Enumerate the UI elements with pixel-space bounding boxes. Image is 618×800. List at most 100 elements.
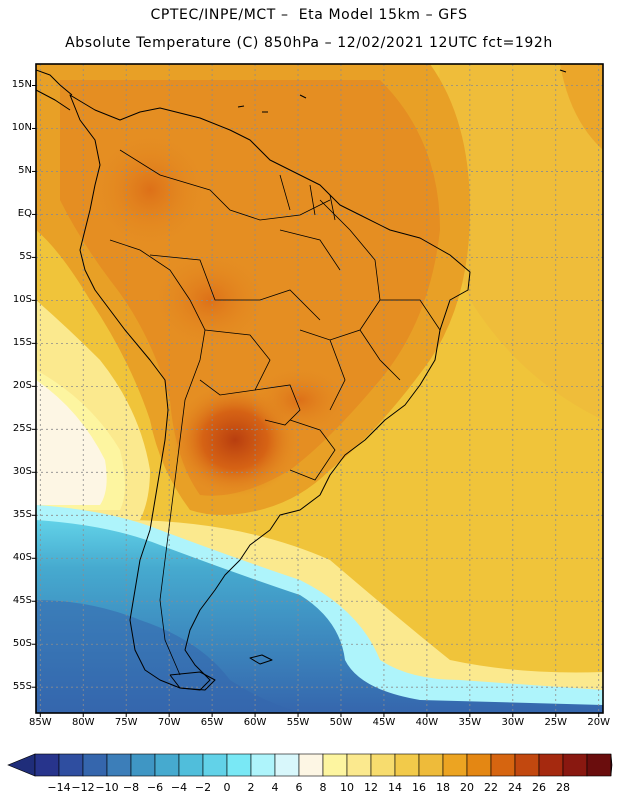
border-andes-west (109, 239, 206, 676)
colorbar-label: 6 (295, 781, 303, 794)
lat-tick-label: 55S (12, 681, 32, 693)
colorbar-swatch (58, 753, 84, 777)
colorbar-label: 2 (247, 781, 255, 794)
border-peru-brazil (149, 254, 321, 321)
lon-tick-label: 55W (286, 717, 310, 728)
lon-tick-label: 65W (200, 717, 224, 728)
colorbar-over-arrow (610, 753, 613, 777)
colorbar-swatch (586, 753, 612, 777)
colorbar-swatch (106, 753, 132, 777)
colorbar-label: −2 (194, 781, 212, 794)
lat-tick-label: 45S (12, 595, 32, 607)
graticule (36, 64, 603, 713)
lat-tick-label: 30S (12, 466, 32, 478)
lat-tick-label: 20S (12, 380, 32, 392)
colorbar-label: 4 (271, 781, 279, 794)
axis-ticks (32, 84, 600, 717)
lon-tick-label: 60W (243, 717, 267, 728)
colorbar-swatch (466, 753, 492, 777)
border-brazil-states (279, 199, 441, 411)
colorbar-under-arrow (7, 753, 36, 777)
lat-tick-label: 35S (12, 509, 32, 521)
falkland-islands (249, 654, 273, 665)
colorbar-swatch (490, 753, 516, 777)
colorbar-swatch (226, 753, 252, 777)
colorbar-label: −12 (71, 781, 95, 794)
lon-tick-label: 25W (544, 717, 568, 728)
lat-tick-label: 25S (12, 423, 32, 435)
colorbar-swatch (154, 753, 180, 777)
border-colombia-venezuela (119, 149, 331, 221)
colorbar-label: −6 (146, 781, 164, 794)
colorbar-swatch (370, 753, 396, 777)
title-model: CPTEC/INPE/MCT – Eta Model 15km – GFS (150, 7, 468, 23)
caribbean-islands (237, 69, 567, 113)
lat-tick-label: 50S (12, 638, 32, 650)
colorbar-swatch (418, 753, 444, 777)
lon-tick-label: 20W (587, 717, 611, 728)
colorbar-label: 14 (388, 781, 402, 794)
lon-tick-label: 85W (28, 717, 52, 728)
field-hot-spot-central (150, 250, 270, 350)
colorbar-label: 12 (364, 781, 378, 794)
colorbar-swatch (346, 753, 372, 777)
south-america-coast (69, 94, 471, 691)
colorbar-swatch (442, 753, 468, 777)
lat-tick-label: 40S (12, 552, 32, 564)
border-bolivia (199, 329, 271, 396)
colorbar-label: 20 (460, 781, 474, 794)
lat-tick-label: 10S (12, 294, 32, 306)
lon-tick-label: 45W (372, 717, 396, 728)
colorbar-label: 24 (508, 781, 522, 794)
lat-tick-label: 5S (19, 251, 32, 263)
map-frame (35, 63, 604, 714)
country-borders (109, 149, 441, 676)
central-america-coast (36, 69, 73, 111)
colorbar-label: 18 (436, 781, 450, 794)
lat-tick-label: 15N (11, 79, 32, 91)
lon-tick-label: 50W (329, 717, 353, 728)
colorbar-label: 16 (412, 781, 426, 794)
coastlines (36, 69, 567, 691)
field-hot-spot-parana (250, 365, 350, 435)
title-field: Absolute Temperature (C) 850hPa – 12/02/… (65, 35, 553, 51)
colorbar-swatch (250, 753, 276, 777)
lat-tick-label: 10N (11, 122, 32, 134)
field-cold-core (36, 600, 300, 713)
colorbar-swatch (514, 753, 540, 777)
lon-tick-label: 30W (501, 717, 525, 728)
lon-tick-label: 35W (458, 717, 482, 728)
field-hot-spot-north (90, 130, 210, 250)
colorbar-swatch (178, 753, 204, 777)
colorbar-swatch (562, 753, 588, 777)
colorbar-swatch (322, 753, 348, 777)
colorbar-label: 26 (532, 781, 546, 794)
lat-tick-label: EQ (17, 208, 32, 220)
colorbar-swatch (274, 753, 300, 777)
colorbar-swatch (34, 753, 60, 777)
colorbar-label: 8 (319, 781, 327, 794)
colorbar-label: −4 (170, 781, 188, 794)
colorbar-swatch (130, 753, 156, 777)
border-guianas (279, 174, 336, 221)
colorbar-swatch (538, 753, 564, 777)
lon-tick-label: 70W (157, 717, 181, 728)
temperature-field (36, 64, 603, 713)
tierra-del-fuego (169, 671, 216, 691)
field-east-ocean (438, 64, 603, 420)
colorbar-label: −10 (95, 781, 119, 794)
colorbar-swatch (298, 753, 324, 777)
colorbar-label: −14 (47, 781, 71, 794)
colorbar-swatch (82, 753, 108, 777)
lon-tick-label: 80W (71, 717, 95, 728)
colorbar-label: 0 (223, 781, 231, 794)
colorbar-label: 10 (340, 781, 354, 794)
colorbar-swatch (202, 753, 228, 777)
border-argentina-brazil (289, 419, 336, 481)
colorbar-label: −8 (122, 781, 140, 794)
colorbar (7, 753, 613, 777)
lat-tick-label: 15S (12, 337, 32, 349)
colorbar-label: 28 (556, 781, 570, 794)
lon-tick-label: 75W (114, 717, 138, 728)
